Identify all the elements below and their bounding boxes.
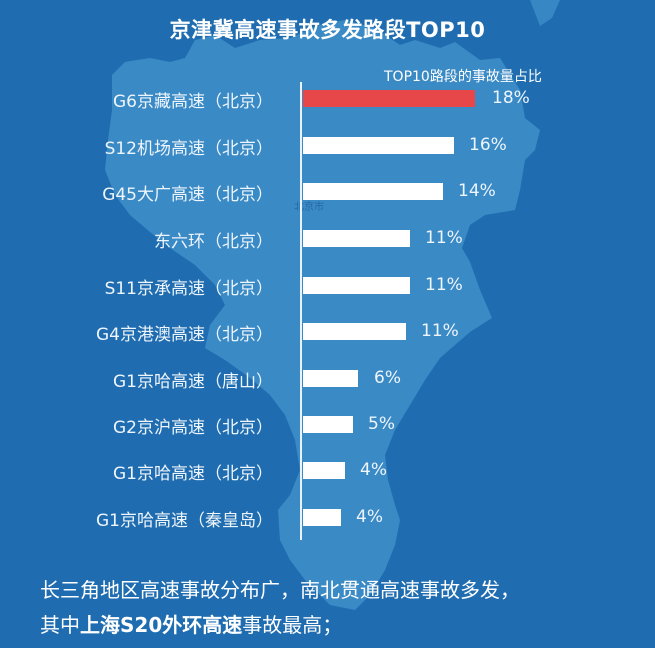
bar-row: S11京承高速（北京） 11% [0,275,655,299]
bar-row: G1京哈高速（秦皇岛） 4% [0,507,655,531]
coast-map-region [530,0,560,26]
bar-label: G1京哈高速（秦皇岛） [96,511,273,531]
footer-line-2-suffix: 事故最高； [242,613,343,637]
bar-row: G1京哈高速（唐山） 6% [0,368,655,392]
bar [303,277,410,294]
bar-label: 东六环（北京） [154,232,273,252]
chart-title: 京津冀高速事故多发路段TOP10 [169,18,486,42]
bar [303,416,353,433]
bar [303,230,410,247]
bar-row: 东六环（北京） 11% [0,228,655,252]
footer-line-2-prefix: 其中 [40,613,80,637]
jingjinji-map-region [105,20,540,610]
bar-label: S11京承高速（北京） [104,279,273,299]
footer-highlight-road: 上海S20外环高速 [80,613,243,637]
bar-value: 18% [492,88,530,108]
bar [303,137,454,154]
bar-highlight [303,90,475,107]
bar-value: 11% [425,275,463,295]
bar-value: 4% [360,460,387,480]
bar-label: G1京哈高速（唐山） [113,372,273,392]
footer-line-2: 其中上海S20外环高速事故最高； [40,608,520,643]
bar-label: G45大广高速（北京） [102,185,273,205]
bar-label: G6京藏高速（北京） [113,92,273,112]
bar-label: G4京港澳高速（北京） [96,325,273,345]
bar-label: S12机场高速（北京） [104,139,273,159]
chart-legend: TOP10路段的事故量占比 [384,69,542,85]
footer-line-1: 长三角地区高速事故分布广，南北贯通高速事故多发， [40,578,520,602]
bar [303,509,341,526]
bar [303,323,406,340]
bar-value: 11% [421,321,459,341]
map-label-beijing: 北京市 [294,202,324,213]
bar-row: G2京沪高速（北京） 5% [0,414,655,438]
bar-label: G2京沪高速（北京） [113,418,273,438]
bar-value: 4% [356,507,383,527]
y-axis-line [300,82,302,540]
footer-caption: 长三角地区高速事故分布广，南北贯通高速事故多发， 其中上海S20外环高速事故最高… [40,573,520,643]
bar-value: 16% [469,135,507,155]
bar-row: G1京哈高速（北京） 4% [0,460,655,484]
bar-row: G4京港澳高速（北京） 11% [0,321,655,345]
bar [303,462,345,479]
bar [303,370,358,387]
bar-value: 6% [374,368,401,388]
bar-row: G6京藏高速（北京） 18% [0,88,655,112]
bar-label: G1京哈高速（北京） [113,464,273,484]
bar [303,183,443,200]
bar-row: S12机场高速（北京） 16% [0,135,655,159]
bar-value: 11% [425,228,463,248]
bar-row: G45大广高速（北京） 14% [0,181,655,205]
bar-value: 14% [458,181,496,201]
bar-value: 5% [368,414,395,434]
